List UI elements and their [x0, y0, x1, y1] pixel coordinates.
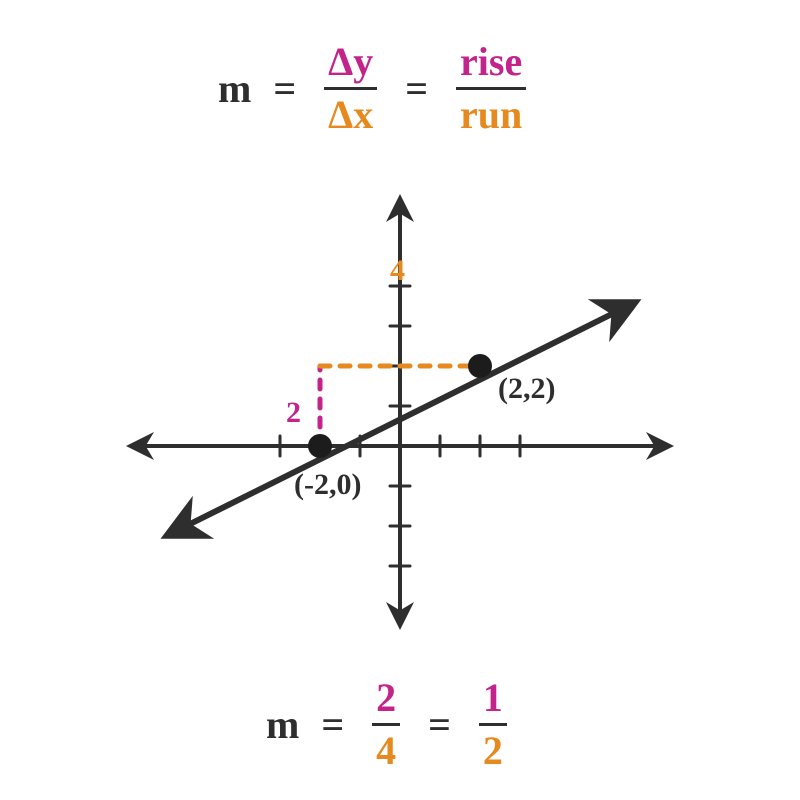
- denominator: 4: [372, 729, 400, 773]
- equals-sign: =: [393, 65, 440, 112]
- fraction-bar: [456, 87, 526, 90]
- point-label-b: (2,2): [498, 372, 555, 406]
- fraction-bar: [324, 87, 377, 90]
- equals-sign: =: [416, 701, 463, 748]
- point-label-a: (-2,0): [294, 468, 361, 502]
- fraction-2-4: 2 4: [366, 676, 406, 773]
- fraction-rise-run: rise run: [450, 40, 532, 137]
- rise-word: rise: [456, 40, 526, 84]
- numerator: 2: [372, 676, 400, 720]
- equals-sign: =: [261, 65, 308, 112]
- delta-y: Δy: [324, 40, 377, 84]
- delta-x: Δx: [324, 93, 377, 137]
- fraction-bar: [372, 723, 400, 726]
- equals-sign: =: [309, 701, 356, 748]
- slope-formula-definition: m = Δy Δx = rise run: [218, 40, 532, 137]
- fraction-1-2: 1 2: [473, 676, 513, 773]
- run-value-label: 4: [390, 254, 405, 288]
- slope-formula-result: m = 2 4 = 1 2: [266, 676, 513, 773]
- fraction-dy-dx: Δy Δx: [318, 40, 383, 137]
- variable-m: m: [266, 701, 299, 748]
- numerator: 1: [479, 676, 507, 720]
- fraction-bar: [479, 723, 507, 726]
- slope-infographic: { "colors":{ "ink":"#2e2e2e", "rise":"#c…: [0, 0, 800, 800]
- denominator: 2: [479, 729, 507, 773]
- variable-m: m: [218, 65, 251, 112]
- run-word: run: [456, 93, 526, 137]
- rise-value-label: 2: [286, 396, 301, 430]
